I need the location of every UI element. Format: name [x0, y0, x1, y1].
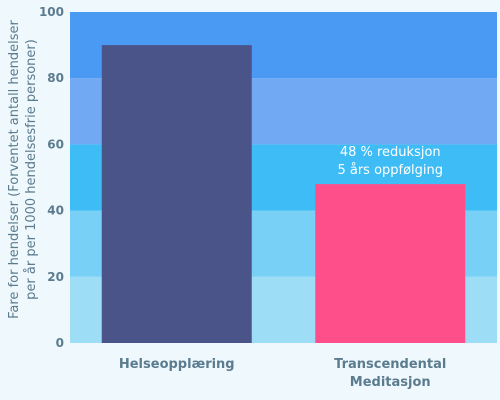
y-tick-label: 0 [56, 336, 64, 350]
bars [101, 45, 466, 343]
annotation-text: 48 % reduksjon [340, 145, 441, 160]
bar [315, 184, 466, 343]
y-axis-label-line: Fare for hendelser (Forventet antall hen… [7, 19, 22, 318]
bar [101, 45, 252, 343]
y-axis-label: Fare for hendelser (Forventet antall hen… [7, 19, 39, 318]
y-tick-label: 80 [47, 71, 64, 85]
y-tick-label: 100 [39, 5, 64, 19]
y-tick-label: 60 [47, 137, 64, 151]
y-axis-ticks: 0 20 40 60 80 100 [39, 5, 64, 350]
annotation: 48 % reduksjon 5 års oppfølging [337, 145, 443, 178]
annotation-text: 5 års oppfølging [337, 163, 443, 178]
x-tick-label: Transcendental [334, 357, 446, 372]
y-tick-label: 40 [47, 204, 64, 218]
y-axis-label-line: per år per 1000 hendelsesfrie personer) [24, 39, 39, 300]
x-tick-label: Meditasjon [350, 375, 431, 390]
x-axis-labels: Helseopplæring Transcendental Meditasjon [119, 357, 446, 390]
y-tick-label: 20 [47, 270, 64, 284]
x-tick-label: Helseopplæring [119, 357, 235, 372]
